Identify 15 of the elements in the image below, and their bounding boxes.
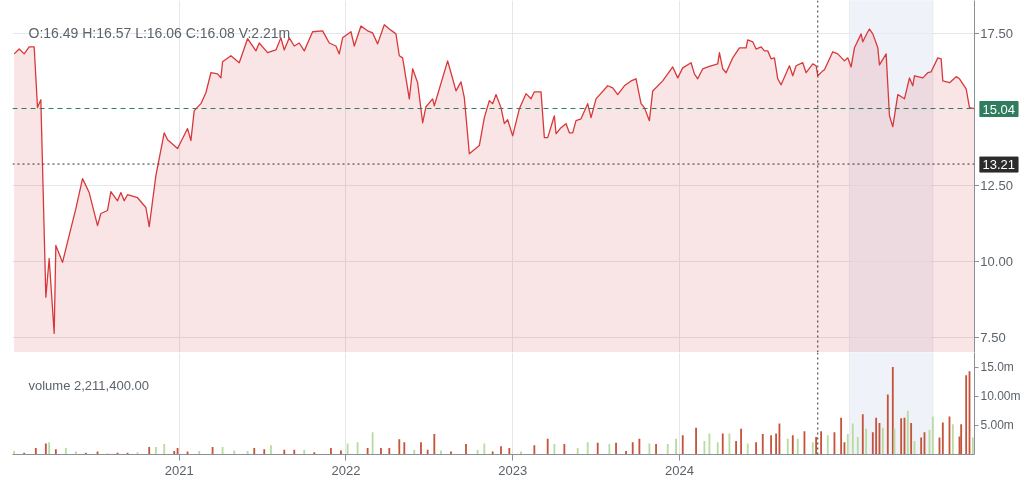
y-tick-label: 17.50 bbox=[980, 26, 1013, 42]
y-tick-label: 10.00m bbox=[980, 389, 1021, 404]
annotation: volume 2,211,400.00 bbox=[28, 377, 149, 393]
x-tick-label: 2024 bbox=[664, 462, 694, 478]
y-tick-label: 15.0m bbox=[980, 360, 1014, 375]
x-tick-label: 2022 bbox=[331, 462, 361, 478]
ref-line-label: 13.21 bbox=[982, 157, 1016, 173]
x-tick-label: 2021 bbox=[164, 462, 194, 478]
annotation: O:16.49 H:16.57 L:16.06 C:16.08 V:2.21m bbox=[28, 24, 291, 41]
ref-line-label: 15.04 bbox=[982, 101, 1016, 117]
y-tick-label: 12.50 bbox=[980, 178, 1013, 194]
y-tick-label: 7.50 bbox=[980, 329, 1006, 345]
x-tick-label: 2023 bbox=[498, 462, 528, 478]
y-tick-label: 10.00 bbox=[980, 253, 1013, 269]
y-tick-label: 5.00m bbox=[980, 418, 1014, 433]
